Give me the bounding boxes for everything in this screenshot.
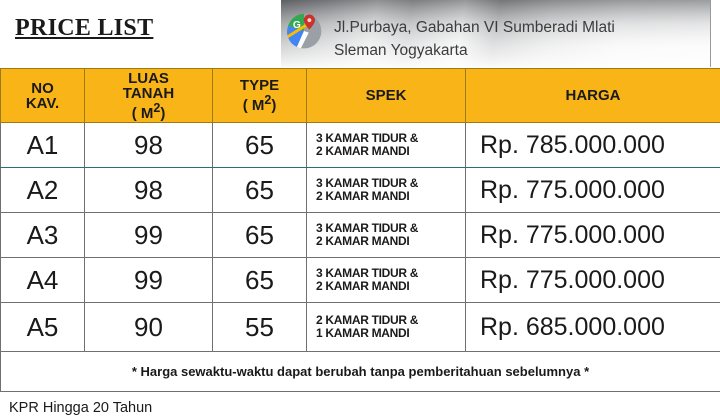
svg-text:G: G — [293, 20, 301, 31]
